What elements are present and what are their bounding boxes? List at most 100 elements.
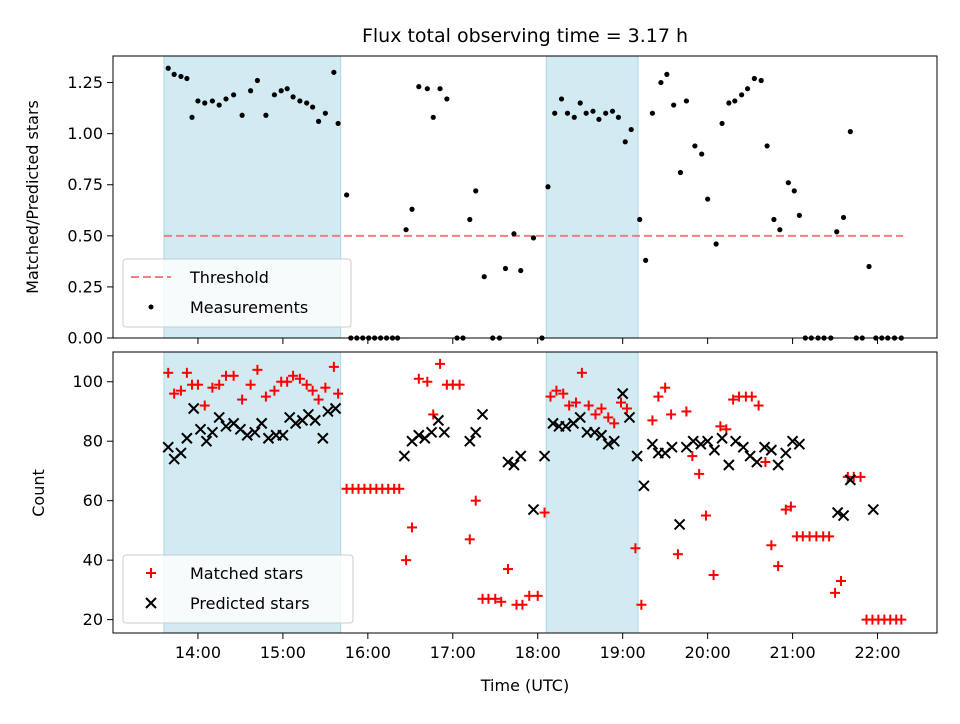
matched-star-point [407, 522, 418, 533]
bottom-panel: 20 40 60 80 100 14:00 15:00 16:00 17:00 18:00 19:… [29, 351, 938, 695]
measurement-point [184, 75, 190, 82]
measurement-point [331, 69, 337, 75]
predicted-star-point [723, 459, 735, 471]
predicted-star-point [329, 402, 342, 415]
matched-star-point [245, 379, 256, 390]
y-tick-label: 80 [83, 432, 103, 451]
predicted-star-point [470, 426, 482, 438]
measurement-point [558, 96, 565, 102]
matched-star-point [760, 457, 771, 468]
measurement-point [284, 86, 290, 92]
highlight-band [545, 55, 639, 339]
matched-star-point [269, 385, 280, 396]
predicted-star-point [751, 456, 763, 468]
x-tick-label: 17:00 [430, 643, 476, 662]
measurement-point [596, 116, 602, 122]
predicted-star-point [515, 450, 527, 462]
measurement-point [310, 104, 316, 110]
x-tick-label: 21:00 [770, 643, 816, 662]
predicted-star-point [255, 417, 268, 430]
matched-star-point [596, 403, 607, 414]
predicted-star-point [687, 435, 699, 447]
measurement-point [713, 241, 719, 247]
measurement-point [530, 235, 537, 241]
matched-star-point [532, 590, 543, 601]
matched-star-point [681, 406, 692, 417]
matched-star-point [830, 587, 841, 598]
x-tick-label: 18:00 [515, 643, 561, 662]
measurement-point [271, 92, 278, 98]
matched-star-point [558, 388, 569, 399]
bottom-plot-frame [112, 351, 938, 634]
x-tick-label: 16:00 [345, 643, 391, 662]
matched-star-point [700, 510, 711, 521]
measurement-point [165, 65, 171, 71]
measurement-point [751, 75, 757, 82]
matched-star-point [715, 421, 726, 432]
matched-star-point [708, 570, 719, 581]
measurement-point [344, 192, 350, 198]
top-y-axis: 0.00 0.25 0.50 0.75 1.00 1.25 [67, 73, 113, 348]
matched-star-point [539, 507, 550, 518]
measurement-point [583, 110, 589, 116]
measurement-point [732, 98, 738, 104]
measurement-point [189, 114, 195, 120]
matched-star-point [394, 483, 405, 494]
matched-star-point [428, 409, 439, 420]
matched-star-point [181, 367, 192, 378]
measurement-point [263, 112, 269, 118]
matched-star-point [545, 391, 556, 402]
matched-star-point [564, 400, 575, 411]
predicted-star-points [162, 387, 879, 531]
measurement-point [758, 77, 764, 84]
measurement-point [304, 100, 310, 106]
predicted-star-point [666, 441, 678, 453]
predicted-star-point [249, 426, 261, 438]
predicted-star-point [837, 509, 850, 522]
matched-star-point [199, 400, 210, 411]
measurement-point [231, 92, 237, 98]
measurement-point [195, 98, 201, 104]
matched-star-point [435, 358, 446, 369]
measurement-point [437, 86, 443, 92]
measurement-point [615, 114, 622, 120]
predicted-star-point [309, 414, 321, 427]
predicted-star-point [844, 474, 857, 486]
matched-star-point [836, 575, 847, 586]
matched-star-point [333, 388, 344, 399]
predicted-star-point [765, 444, 778, 456]
predicted-star-point [786, 435, 799, 447]
measurement-point [699, 151, 705, 157]
matched-star-point [773, 561, 784, 572]
matched-star-point [576, 367, 587, 378]
matched-star-point [252, 364, 263, 375]
predicted-star-point [213, 411, 225, 424]
matched-star-point [687, 451, 698, 462]
y-tick-label: 100 [72, 372, 103, 391]
highlight-band [545, 351, 639, 634]
measurement-point [473, 188, 479, 194]
y-tick-label: 1.25 [67, 73, 103, 92]
matched-star-point [653, 391, 664, 402]
predicted-star-point [602, 438, 614, 450]
matched-star-point [570, 397, 581, 408]
measurement-point [403, 227, 409, 233]
measurement-point [511, 231, 517, 237]
bottom-y-axis: 20 40 60 80 100 [72, 372, 113, 629]
measurement-point [764, 143, 770, 149]
matched-star-point [694, 468, 705, 479]
matched-star-point [282, 376, 293, 387]
predicted-star-point [574, 411, 586, 424]
predicted-star-point [317, 432, 329, 444]
predicted-star-point [206, 426, 219, 438]
measurement-point [649, 110, 656, 116]
measurement-point [658, 79, 664, 86]
bottom-legend: Matched stars Predicted stars [122, 554, 354, 624]
predicted-star-point [277, 429, 289, 441]
measurement-point [677, 169, 684, 176]
measurement-point [171, 71, 177, 77]
measurement-point [430, 114, 436, 120]
matched-star-point [470, 495, 481, 506]
predicted-star-point [175, 447, 187, 459]
matched-star-point [260, 391, 271, 402]
